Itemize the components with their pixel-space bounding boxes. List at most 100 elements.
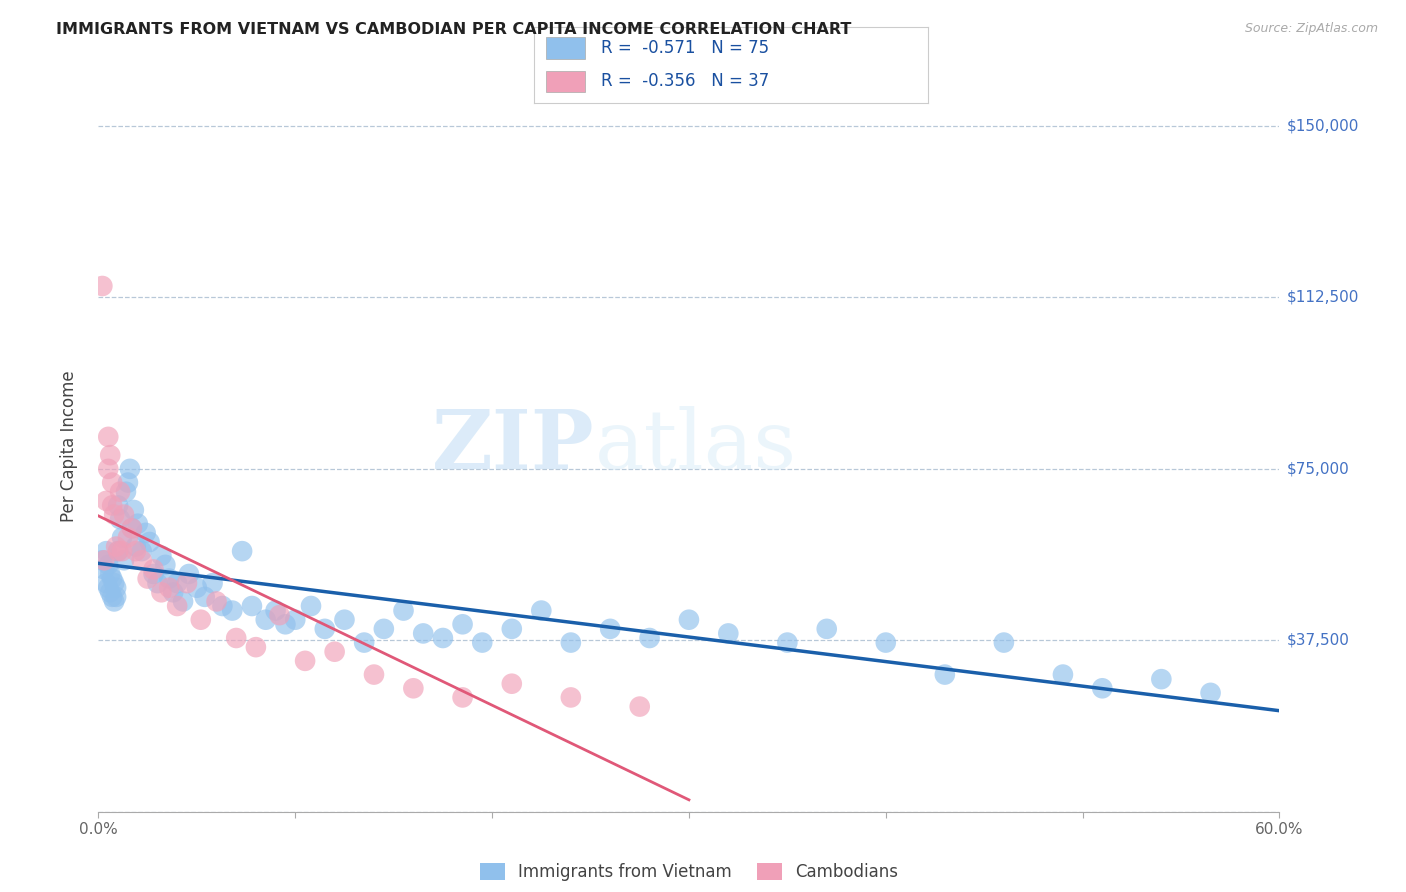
Point	[91, 279, 114, 293]
Point	[353, 635, 375, 649]
Point	[875, 635, 897, 649]
Point	[93, 553, 115, 567]
Point	[98, 585, 121, 599]
Point	[105, 540, 128, 554]
Point	[451, 617, 474, 632]
Point	[111, 544, 134, 558]
Point	[103, 594, 125, 608]
Point	[138, 535, 160, 549]
Point	[205, 594, 228, 608]
Point	[599, 622, 621, 636]
Point	[150, 585, 173, 599]
Text: ZIP: ZIP	[432, 406, 595, 486]
Text: R =  -0.356   N = 37: R = -0.356 N = 37	[602, 72, 769, 90]
Point	[112, 553, 135, 567]
Point	[186, 581, 208, 595]
Point	[314, 622, 336, 636]
Point	[98, 567, 121, 582]
Point	[105, 590, 128, 604]
Point	[294, 654, 316, 668]
Point	[93, 562, 115, 576]
Point	[103, 576, 125, 591]
Point	[96, 544, 118, 558]
Point	[121, 521, 143, 535]
Point	[678, 613, 700, 627]
Point	[628, 699, 651, 714]
Point	[1052, 667, 1074, 681]
Point	[115, 484, 138, 499]
Point	[815, 622, 838, 636]
Point	[97, 558, 120, 572]
Point	[157, 572, 180, 586]
Point	[98, 448, 121, 462]
Point	[125, 540, 148, 554]
Text: $112,500: $112,500	[1286, 290, 1358, 305]
Bar	[546, 37, 585, 59]
Legend: Immigrants from Vietnam, Cambodians: Immigrants from Vietnam, Cambodians	[472, 856, 905, 888]
Point	[172, 594, 194, 608]
Point	[560, 690, 582, 705]
Point	[225, 631, 247, 645]
Point	[451, 690, 474, 705]
Point	[96, 493, 118, 508]
Point	[363, 667, 385, 681]
Point	[107, 544, 129, 558]
Point	[136, 572, 159, 586]
Text: atlas: atlas	[595, 406, 797, 486]
Point	[103, 508, 125, 522]
Point	[122, 503, 145, 517]
Point	[530, 603, 553, 617]
Point	[412, 626, 434, 640]
Point	[1150, 672, 1173, 686]
Point	[274, 617, 297, 632]
Point	[108, 512, 131, 526]
Point	[934, 667, 956, 681]
Point	[1091, 681, 1114, 696]
Text: IMMIGRANTS FROM VIETNAM VS CAMBODIAN PER CAPITA INCOME CORRELATION CHART: IMMIGRANTS FROM VIETNAM VS CAMBODIAN PER…	[56, 22, 852, 37]
Text: $37,500: $37,500	[1286, 632, 1350, 648]
Point	[101, 499, 124, 513]
Point	[166, 599, 188, 613]
Point	[101, 590, 124, 604]
Point	[501, 622, 523, 636]
Point	[125, 544, 148, 558]
Y-axis label: Per Capita Income: Per Capita Income	[59, 370, 77, 522]
Point	[112, 508, 135, 522]
Point	[176, 576, 198, 591]
Point	[131, 553, 153, 567]
Point	[121, 521, 143, 535]
Point	[264, 603, 287, 617]
Point	[432, 631, 454, 645]
Bar	[546, 70, 585, 92]
Point	[107, 499, 129, 513]
Point	[97, 581, 120, 595]
Point	[107, 544, 129, 558]
Text: Source: ZipAtlas.com: Source: ZipAtlas.com	[1244, 22, 1378, 36]
Point	[284, 613, 307, 627]
Point	[240, 599, 263, 613]
Text: $150,000: $150,000	[1286, 119, 1358, 134]
Point	[142, 562, 165, 576]
Point	[96, 576, 118, 591]
Point	[299, 599, 322, 613]
Point	[402, 681, 425, 696]
Point	[155, 558, 177, 572]
Point	[776, 635, 799, 649]
Point	[221, 603, 243, 617]
Point	[146, 576, 169, 591]
Point	[108, 484, 131, 499]
Point	[101, 572, 124, 586]
Point	[333, 613, 356, 627]
Point	[190, 613, 212, 627]
Point	[177, 567, 200, 582]
Point	[501, 676, 523, 690]
Point	[97, 462, 120, 476]
Point	[201, 576, 224, 591]
Point	[166, 576, 188, 591]
Point	[323, 645, 346, 659]
Point	[117, 530, 139, 544]
Point	[392, 603, 415, 617]
Point	[254, 613, 277, 627]
Point	[269, 608, 291, 623]
Text: $75,000: $75,000	[1286, 461, 1350, 476]
